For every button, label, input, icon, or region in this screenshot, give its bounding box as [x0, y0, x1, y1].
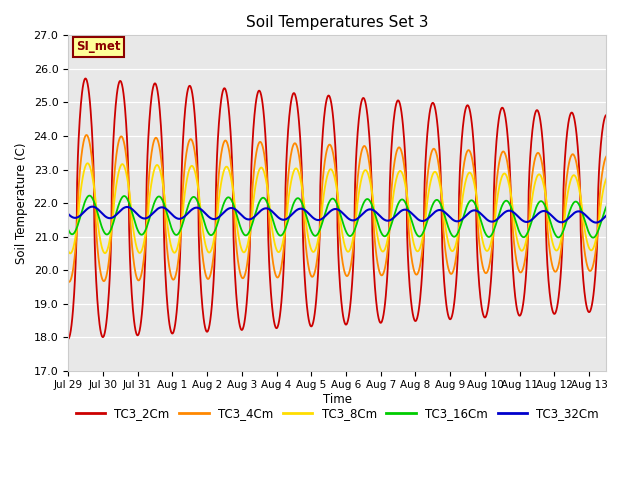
- TC3_8Cm: [245, 236, 253, 241]
- TC3_32Cm: [64, 211, 72, 217]
- TC3_32Cm: [492, 218, 499, 224]
- TC3_4Cm: [245, 248, 253, 253]
- Line: TC3_32Cm: TC3_32Cm: [68, 207, 607, 223]
- TC3_16Cm: [589, 235, 597, 240]
- TC3_32Cm: [244, 216, 252, 222]
- TC3_4Cm: [83, 132, 90, 138]
- TC3_4Cm: [185, 140, 193, 145]
- TC3_32Cm: [603, 213, 611, 218]
- TC3_4Cm: [172, 273, 179, 279]
- TC3_8Cm: [603, 175, 611, 181]
- TC3_4Cm: [540, 168, 547, 174]
- Text: SI_met: SI_met: [76, 40, 121, 53]
- TC3_8Cm: [64, 248, 72, 253]
- TC3_2Cm: [492, 154, 499, 160]
- TC3_2Cm: [244, 275, 252, 280]
- TC3_8Cm: [540, 180, 547, 186]
- TC3_16Cm: [603, 204, 611, 209]
- TC3_16Cm: [184, 203, 192, 208]
- TC3_16Cm: [421, 225, 429, 231]
- TC3_2Cm: [172, 322, 179, 327]
- TC3_2Cm: [421, 169, 429, 175]
- TC3_8Cm: [422, 216, 429, 222]
- TC3_4Cm: [64, 278, 72, 284]
- TC3_32Cm: [421, 217, 429, 223]
- TC3_16Cm: [86, 193, 93, 199]
- TC3_8Cm: [492, 208, 500, 214]
- TC3_32Cm: [184, 210, 192, 216]
- TC3_4Cm: [65, 279, 73, 285]
- Line: TC3_4Cm: TC3_4Cm: [68, 135, 607, 282]
- Line: TC3_2Cm: TC3_2Cm: [68, 79, 607, 339]
- TC3_8Cm: [172, 249, 179, 255]
- TC3_2Cm: [184, 85, 192, 91]
- TC3_16Cm: [64, 227, 72, 232]
- TC3_16Cm: [244, 230, 252, 236]
- TC3_16Cm: [492, 223, 499, 229]
- TC3_8Cm: [84, 160, 92, 166]
- Legend: TC3_2Cm, TC3_4Cm, TC3_8Cm, TC3_16Cm, TC3_32Cm: TC3_2Cm, TC3_4Cm, TC3_8Cm, TC3_16Cm, TC3…: [71, 403, 604, 425]
- Y-axis label: Soil Temperature (C): Soil Temperature (C): [15, 142, 28, 264]
- Line: TC3_16Cm: TC3_16Cm: [68, 196, 607, 238]
- TC3_16Cm: [172, 232, 179, 238]
- TC3_2Cm: [81, 76, 89, 82]
- TC3_2Cm: [64, 336, 72, 342]
- TC3_4Cm: [492, 188, 500, 194]
- TC3_2Cm: [603, 112, 611, 118]
- TC3_32Cm: [172, 215, 179, 220]
- TC3_4Cm: [422, 200, 429, 206]
- TC3_32Cm: [88, 204, 96, 210]
- Line: TC3_8Cm: TC3_8Cm: [68, 163, 607, 253]
- TC3_8Cm: [185, 169, 193, 175]
- TC3_8Cm: [67, 251, 74, 256]
- Title: Soil Temperatures Set 3: Soil Temperatures Set 3: [246, 15, 429, 30]
- TC3_32Cm: [592, 220, 600, 226]
- TC3_4Cm: [603, 153, 611, 159]
- TC3_16Cm: [539, 199, 547, 205]
- X-axis label: Time: Time: [323, 393, 352, 406]
- TC3_32Cm: [539, 208, 547, 214]
- TC3_2Cm: [539, 141, 547, 147]
